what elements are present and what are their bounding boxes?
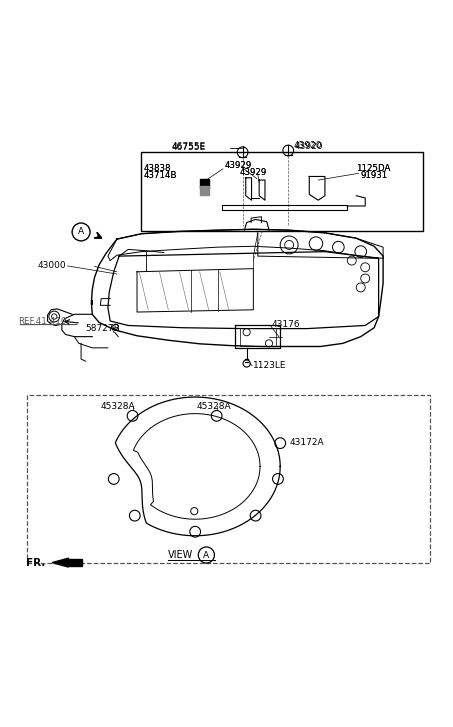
Text: 91931: 91931 bbox=[361, 171, 388, 180]
Text: 43929: 43929 bbox=[224, 161, 251, 170]
Text: 43929: 43929 bbox=[240, 168, 267, 177]
Text: 1125DA: 1125DA bbox=[356, 164, 390, 173]
Polygon shape bbox=[68, 560, 82, 566]
Text: 1123LE: 1123LE bbox=[253, 361, 287, 370]
Text: 43176: 43176 bbox=[271, 320, 300, 329]
Text: 43172A: 43172A bbox=[289, 438, 324, 447]
Text: 43920: 43920 bbox=[294, 141, 322, 150]
Text: 58727B: 58727B bbox=[86, 324, 120, 333]
Text: 43929: 43929 bbox=[224, 161, 251, 170]
Bar bbox=[141, 152, 424, 230]
Text: 46755E: 46755E bbox=[172, 143, 206, 152]
Text: 43838: 43838 bbox=[144, 164, 171, 173]
Polygon shape bbox=[200, 179, 208, 188]
Text: 43714B: 43714B bbox=[144, 171, 177, 180]
Text: 43838: 43838 bbox=[144, 164, 171, 173]
Text: A: A bbox=[78, 228, 84, 236]
Text: REF.41-410: REF.41-410 bbox=[19, 318, 67, 326]
Text: 43714B: 43714B bbox=[144, 171, 177, 180]
Polygon shape bbox=[52, 558, 68, 567]
Text: 91931: 91931 bbox=[361, 171, 388, 180]
Polygon shape bbox=[200, 186, 208, 195]
Text: 43920: 43920 bbox=[294, 142, 323, 151]
Text: A: A bbox=[203, 550, 209, 560]
Text: 45328A: 45328A bbox=[196, 403, 231, 411]
Text: 43000: 43000 bbox=[38, 260, 66, 270]
Text: 46755E: 46755E bbox=[172, 142, 206, 151]
Text: FR.: FR. bbox=[26, 558, 45, 568]
Text: VIEW: VIEW bbox=[169, 550, 193, 560]
Text: 43929: 43929 bbox=[240, 168, 267, 177]
Bar bbox=[27, 395, 430, 563]
Text: 45328A: 45328A bbox=[100, 403, 135, 411]
Text: 1125DA: 1125DA bbox=[356, 164, 390, 173]
